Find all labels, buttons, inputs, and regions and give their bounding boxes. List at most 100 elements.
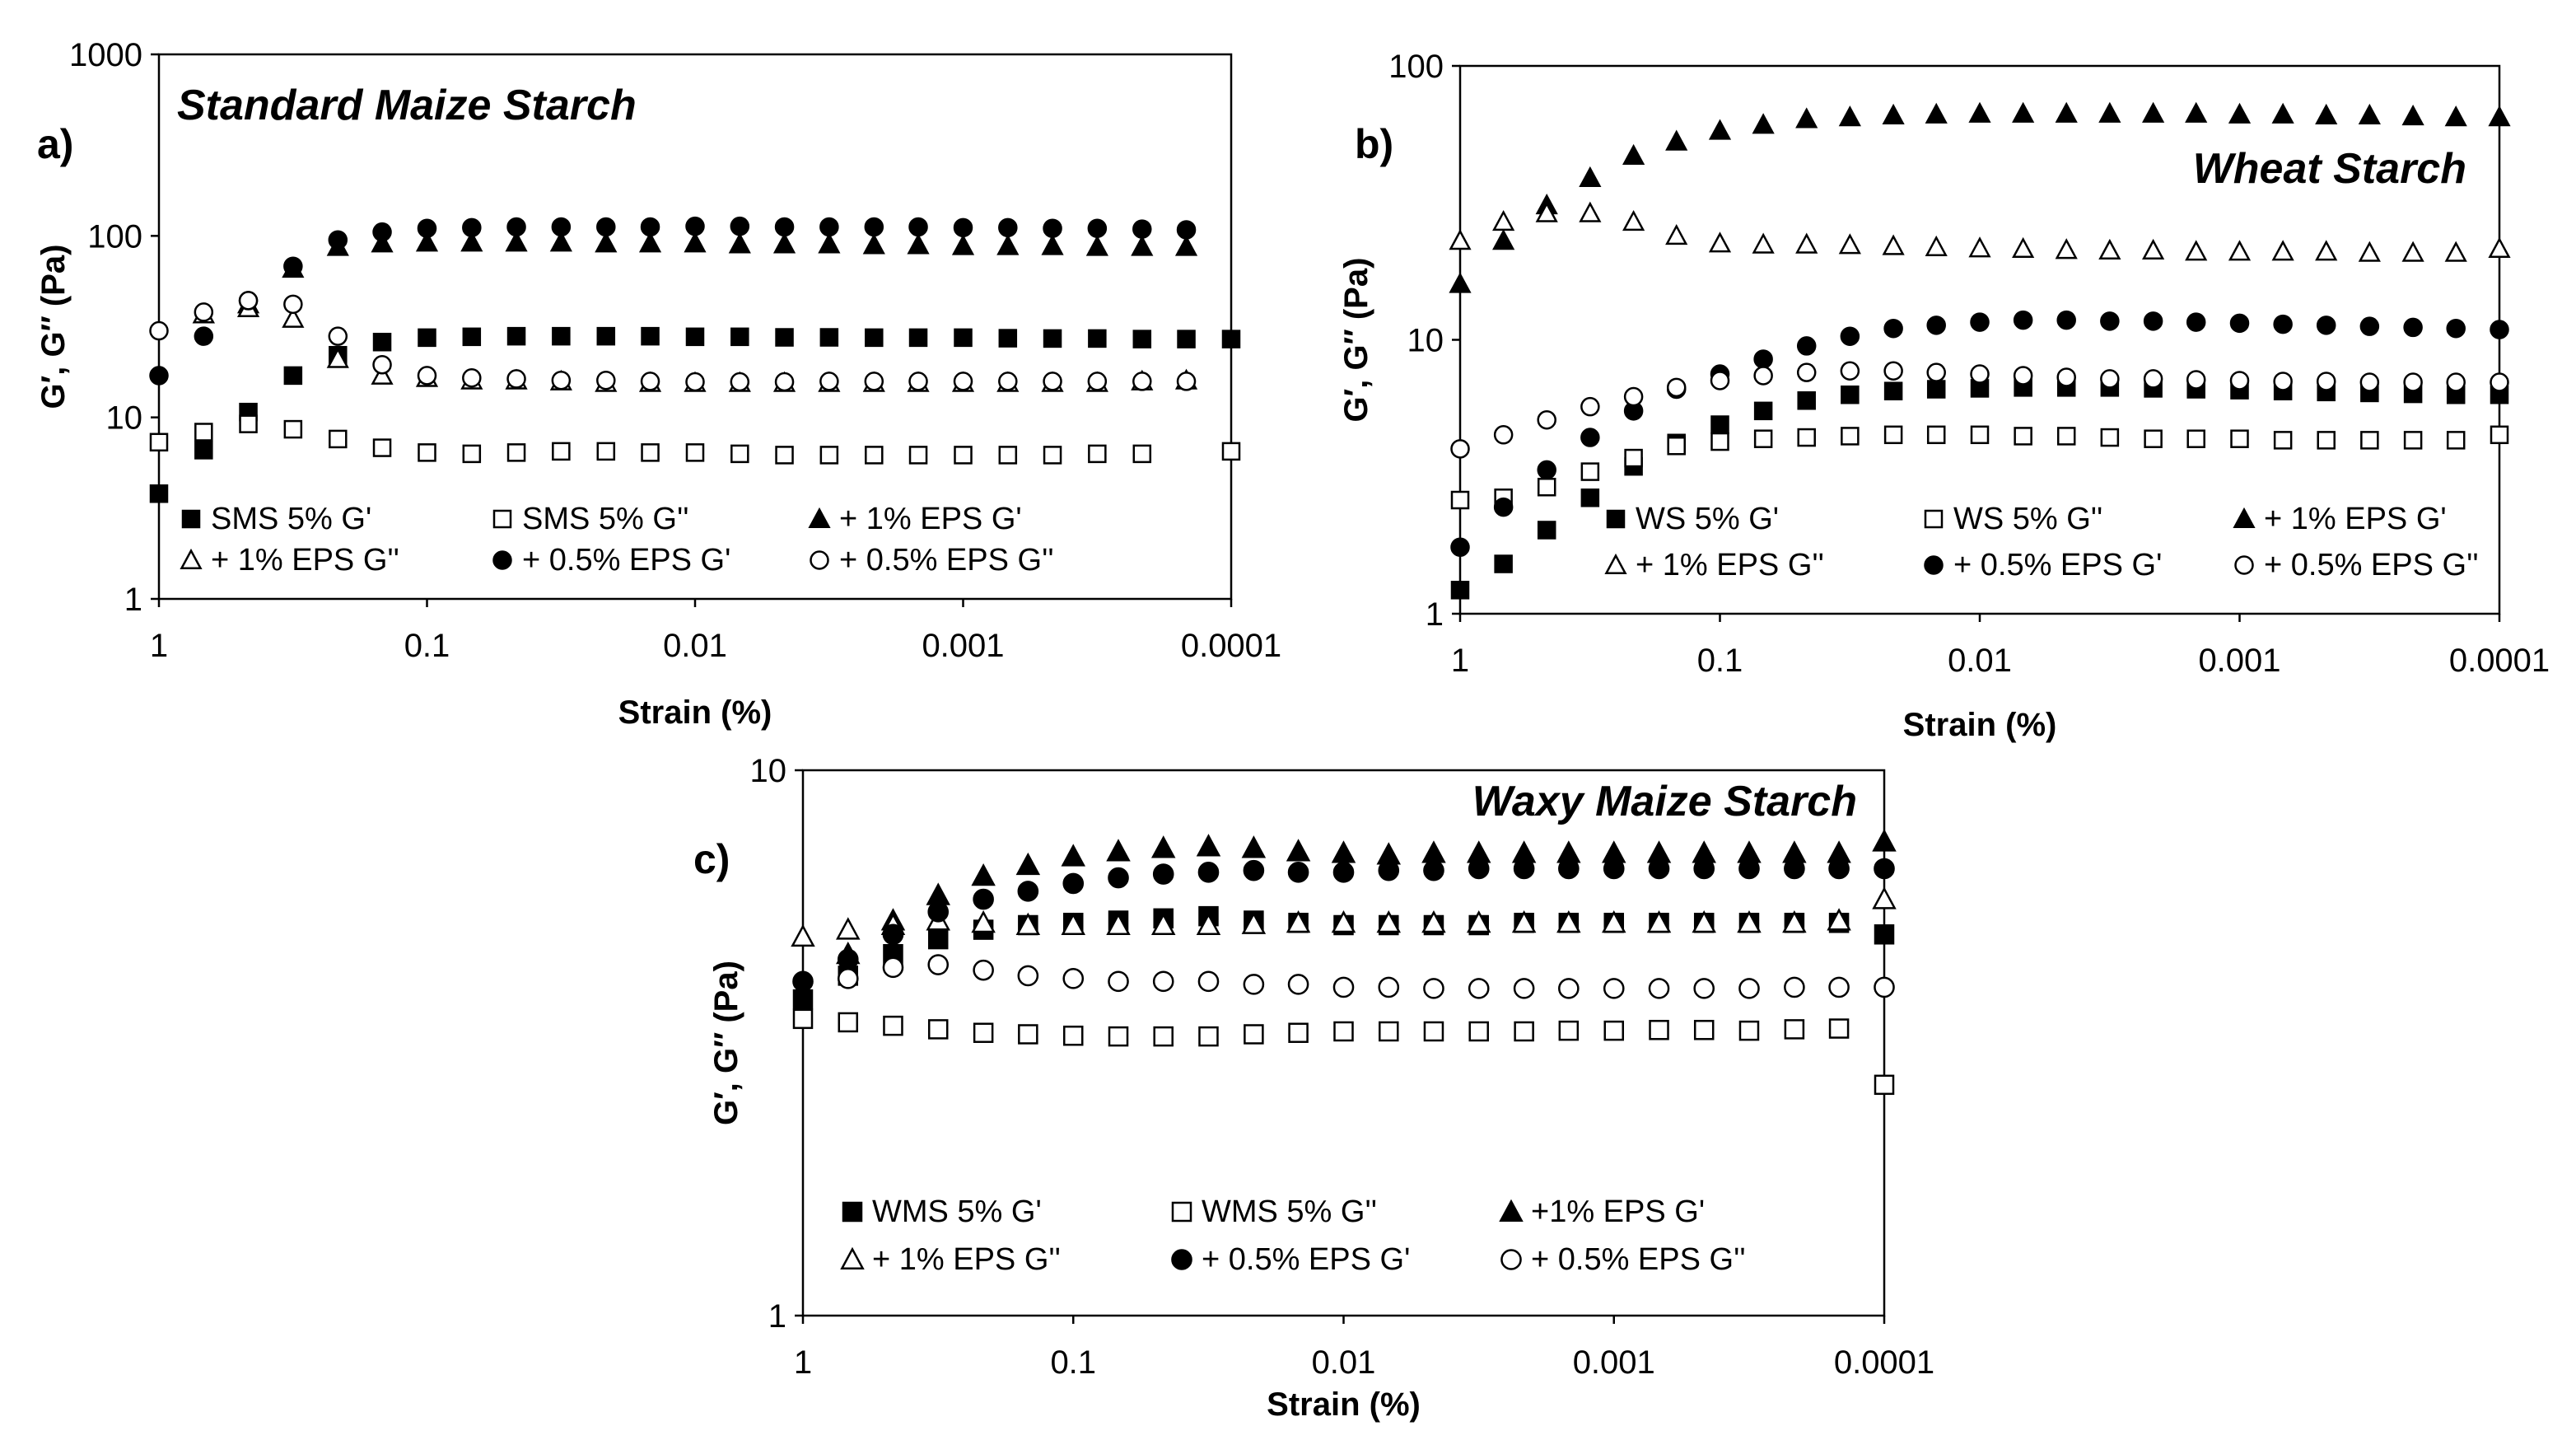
data-point bbox=[1241, 911, 1267, 934]
data-point bbox=[1152, 970, 1174, 993]
data-point bbox=[2144, 429, 2163, 448]
data-point bbox=[1286, 839, 1311, 862]
data-point bbox=[2403, 317, 2423, 338]
data-point bbox=[1197, 970, 1220, 993]
data-point bbox=[1665, 129, 1688, 151]
data-point bbox=[551, 370, 572, 390]
data-point bbox=[506, 217, 526, 237]
data-point bbox=[1968, 101, 1991, 123]
data-point bbox=[596, 370, 616, 390]
data-point bbox=[819, 372, 839, 391]
data-point bbox=[864, 217, 884, 237]
data-point bbox=[506, 326, 526, 346]
data-point bbox=[194, 423, 213, 442]
data-point bbox=[2360, 431, 2379, 450]
data-point bbox=[1177, 330, 1196, 348]
data-point bbox=[1537, 478, 1556, 497]
data-point bbox=[1041, 234, 1064, 255]
series-1 bbox=[149, 326, 1241, 503]
data-point bbox=[954, 446, 973, 465]
data-point bbox=[2401, 104, 2424, 126]
data-point bbox=[837, 948, 859, 970]
data-point bbox=[2013, 366, 2033, 386]
data-point bbox=[2186, 429, 2205, 448]
data-point bbox=[1423, 859, 1444, 881]
data-point bbox=[1795, 232, 1818, 254]
data-point bbox=[194, 302, 214, 322]
data-point bbox=[2444, 105, 2467, 127]
data-point bbox=[1580, 489, 1600, 507]
data-point bbox=[998, 372, 1018, 391]
data-point bbox=[2098, 101, 2121, 123]
data-point bbox=[326, 347, 349, 368]
data-point bbox=[1708, 231, 1732, 253]
data-point bbox=[1874, 858, 1895, 880]
data-point bbox=[1243, 859, 1265, 881]
data-point bbox=[1331, 840, 1356, 863]
data-point bbox=[775, 328, 794, 347]
data-point bbox=[2230, 429, 2249, 448]
data-point bbox=[971, 909, 996, 933]
data-point bbox=[1710, 371, 1730, 390]
legend-label: + 0.5% EPS G'' bbox=[839, 543, 1054, 577]
data-point bbox=[792, 1008, 814, 1030]
data-point bbox=[1874, 1074, 1895, 1096]
data-point bbox=[1558, 858, 1580, 880]
data-point bbox=[1423, 1021, 1444, 1042]
data-point bbox=[1558, 978, 1580, 999]
data-point bbox=[864, 372, 884, 391]
data-point bbox=[1753, 429, 1773, 448]
data-point bbox=[1883, 381, 1903, 400]
data-point bbox=[2143, 369, 2163, 389]
data-point bbox=[1828, 858, 1850, 880]
data-point bbox=[149, 366, 169, 386]
y-axis-title: G′, G″ (Pa) bbox=[1338, 258, 1374, 423]
data-point bbox=[1753, 366, 1773, 386]
data-point bbox=[1492, 229, 1515, 250]
data-point bbox=[2403, 372, 2423, 392]
data-point bbox=[2271, 240, 2294, 261]
series-6 bbox=[837, 954, 1895, 999]
legend-marker bbox=[1499, 1199, 1524, 1223]
data-point bbox=[1872, 886, 1897, 909]
data-point bbox=[998, 217, 1018, 238]
legend-marker bbox=[1604, 553, 1627, 575]
data-point bbox=[1970, 312, 1990, 332]
data-point bbox=[953, 372, 973, 391]
data-point bbox=[1450, 537, 1470, 557]
data-point bbox=[372, 332, 392, 352]
data-point bbox=[1197, 862, 1220, 883]
x-tick-label: 0.01 bbox=[1312, 1344, 1376, 1381]
series-3 bbox=[836, 829, 1897, 965]
legend-marker bbox=[181, 509, 201, 529]
data-point bbox=[1782, 909, 1807, 933]
data-point bbox=[2055, 101, 2078, 123]
data-point bbox=[998, 329, 1018, 348]
data-point bbox=[1087, 372, 1108, 391]
data-point bbox=[2229, 313, 2250, 334]
data-point bbox=[328, 326, 348, 346]
data-point bbox=[1580, 396, 1600, 417]
series-6 bbox=[1450, 361, 2509, 459]
data-point bbox=[1513, 858, 1535, 880]
y-tick-label: 10 bbox=[106, 400, 143, 437]
data-point bbox=[1797, 428, 1816, 447]
data-point bbox=[1841, 427, 1860, 446]
x-axis-title: Strain (%) bbox=[618, 694, 772, 731]
data-point bbox=[951, 234, 975, 255]
chart-panel-3: 1 10 1 0.1 0.01 0.001 0.0001 Strain (%) G′, G″ (… bbox=[693, 753, 1934, 1423]
data-point bbox=[1648, 858, 1670, 880]
data-point bbox=[328, 230, 348, 250]
data-point bbox=[417, 218, 437, 238]
data-point bbox=[2142, 238, 2165, 260]
data-point bbox=[506, 443, 526, 462]
data-point bbox=[1376, 909, 1402, 933]
data-point bbox=[2056, 310, 2076, 330]
data-point bbox=[1132, 330, 1152, 348]
data-point bbox=[1872, 829, 1897, 852]
data-point bbox=[2403, 431, 2423, 450]
data-point bbox=[730, 444, 749, 464]
legend-label: WS 5% G' bbox=[1636, 502, 1779, 536]
data-point bbox=[792, 970, 814, 993]
legend-marker bbox=[1171, 1201, 1192, 1223]
